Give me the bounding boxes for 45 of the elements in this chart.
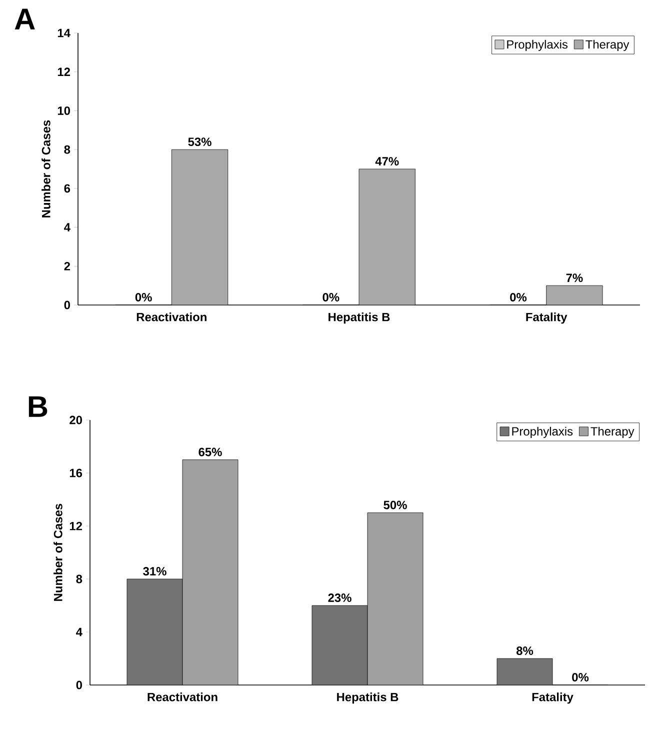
- annotation: 8%: [516, 646, 534, 655]
- y-tick-label: 8: [76, 574, 82, 584]
- x-tick-label: Hepatitis B: [328, 312, 390, 324]
- y-tick-label: 4: [64, 223, 70, 232]
- y-tick-label: 4: [76, 628, 82, 636]
- y-tick-label: 0: [76, 680, 82, 690]
- bar: [367, 512, 424, 685]
- legend-label: Therapy: [586, 40, 630, 52]
- annotation: 0%: [510, 293, 527, 302]
- y-tick-label: 14: [58, 28, 70, 38]
- annotation: 0%: [135, 293, 152, 302]
- y-tick-label: 20: [70, 416, 82, 424]
- x-tick-label: Hepatitis B: [337, 692, 398, 704]
- annotation: 0%: [572, 673, 589, 682]
- y-tick-label: 8: [64, 145, 70, 154]
- bar: [182, 460, 238, 685]
- x-tick-label: Fatality: [526, 312, 568, 324]
- y-tick-label: 16: [70, 468, 82, 478]
- annotation: 31%: [143, 567, 166, 576]
- y-axis-title: Number of Cases: [54, 504, 62, 601]
- annotation: 50%: [384, 500, 407, 510]
- x-tick-label: Fatality: [532, 692, 574, 704]
- chart-title: B: [28, 396, 48, 417]
- y-tick-label: 12: [70, 522, 82, 530]
- legend-label: Prophylaxis: [512, 426, 573, 438]
- chart-title: A: [14, 8, 35, 30]
- legend-label: Therapy: [590, 426, 634, 438]
- annotation: 47%: [375, 157, 399, 166]
- x-tick-label: Reactivation: [136, 312, 206, 322]
- x-tick-label: Reactivation: [148, 692, 218, 702]
- y-tick-label: 12: [58, 68, 70, 76]
- legend-label: Prophylaxis: [507, 40, 568, 52]
- annotation: 7%: [566, 274, 583, 282]
- annotation: 53%: [188, 138, 212, 146]
- y-axis-title: Number of Cases: [42, 120, 50, 218]
- y-tick-label: 2: [64, 262, 70, 270]
- y-tick-label: 6: [64, 184, 70, 193]
- annotation: 23%: [328, 594, 352, 602]
- bar: [312, 605, 368, 685]
- bar: [496, 658, 553, 685]
- y-tick-label: 10: [58, 106, 70, 115]
- y-tick-label: 0: [64, 300, 70, 310]
- bar: [126, 578, 183, 685]
- annotation: 0%: [322, 293, 340, 302]
- annotation: 65%: [198, 448, 222, 456]
